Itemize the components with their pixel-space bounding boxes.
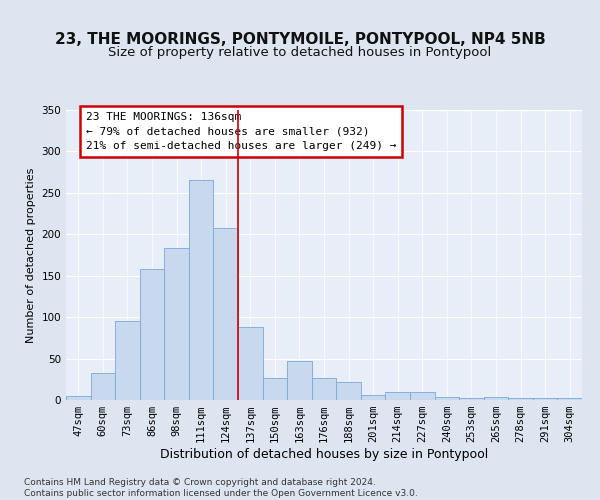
Bar <box>140 269 164 400</box>
Y-axis label: Number of detached properties: Number of detached properties <box>26 168 36 342</box>
Bar <box>287 361 312 400</box>
Bar <box>164 248 189 400</box>
Bar <box>533 398 557 400</box>
Bar <box>459 398 484 400</box>
Bar <box>508 398 533 400</box>
Bar <box>385 392 410 400</box>
Bar <box>189 180 214 400</box>
X-axis label: Distribution of detached houses by size in Pontypool: Distribution of detached houses by size … <box>160 448 488 461</box>
Bar <box>557 398 582 400</box>
Bar <box>115 322 140 400</box>
Bar <box>361 395 385 400</box>
Bar <box>214 228 238 400</box>
Bar <box>434 396 459 400</box>
Bar <box>312 378 336 400</box>
Bar <box>263 378 287 400</box>
Text: 23, THE MOORINGS, PONTYMOILE, PONTYPOOL, NP4 5NB: 23, THE MOORINGS, PONTYMOILE, PONTYPOOL,… <box>55 32 545 48</box>
Bar <box>66 396 91 400</box>
Text: Contains HM Land Registry data © Crown copyright and database right 2024.
Contai: Contains HM Land Registry data © Crown c… <box>24 478 418 498</box>
Bar <box>238 327 263 400</box>
Text: Size of property relative to detached houses in Pontypool: Size of property relative to detached ho… <box>109 46 491 59</box>
Bar <box>336 382 361 400</box>
Bar <box>410 392 434 400</box>
Bar <box>484 396 508 400</box>
Text: 23 THE MOORINGS: 136sqm
← 79% of detached houses are smaller (932)
21% of semi-d: 23 THE MOORINGS: 136sqm ← 79% of detache… <box>86 112 396 152</box>
Bar <box>91 372 115 400</box>
